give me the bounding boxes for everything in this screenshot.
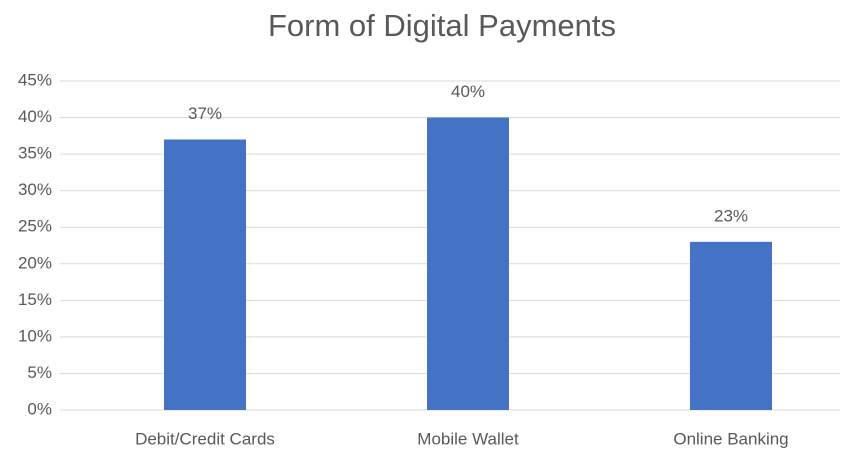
bar [690,241,772,410]
bar [164,139,246,410]
y-tick-label: 20% [18,253,52,272]
y-tick-label: 35% [18,144,52,163]
chart-title: Form of Digital Payments [268,8,616,43]
data-label: 37% [188,104,222,123]
bar [427,117,509,411]
y-tick-label: 10% [18,326,52,345]
x-tick-label: Mobile Wallet [417,429,519,448]
y-tick-label: 30% [18,180,52,199]
y-tick-label: 25% [18,217,52,236]
y-tick-label: 40% [18,107,52,126]
x-tick-label: Online Banking [673,429,788,448]
y-tick-label: 0% [27,399,52,418]
data-label: 23% [714,206,748,225]
x-tick-label: Debit/Credit Cards [135,429,275,448]
y-tick-label: 45% [18,70,52,89]
y-tick-label: 5% [27,363,52,382]
data-label: 40% [451,82,485,101]
y-tick-label: 15% [18,290,52,309]
